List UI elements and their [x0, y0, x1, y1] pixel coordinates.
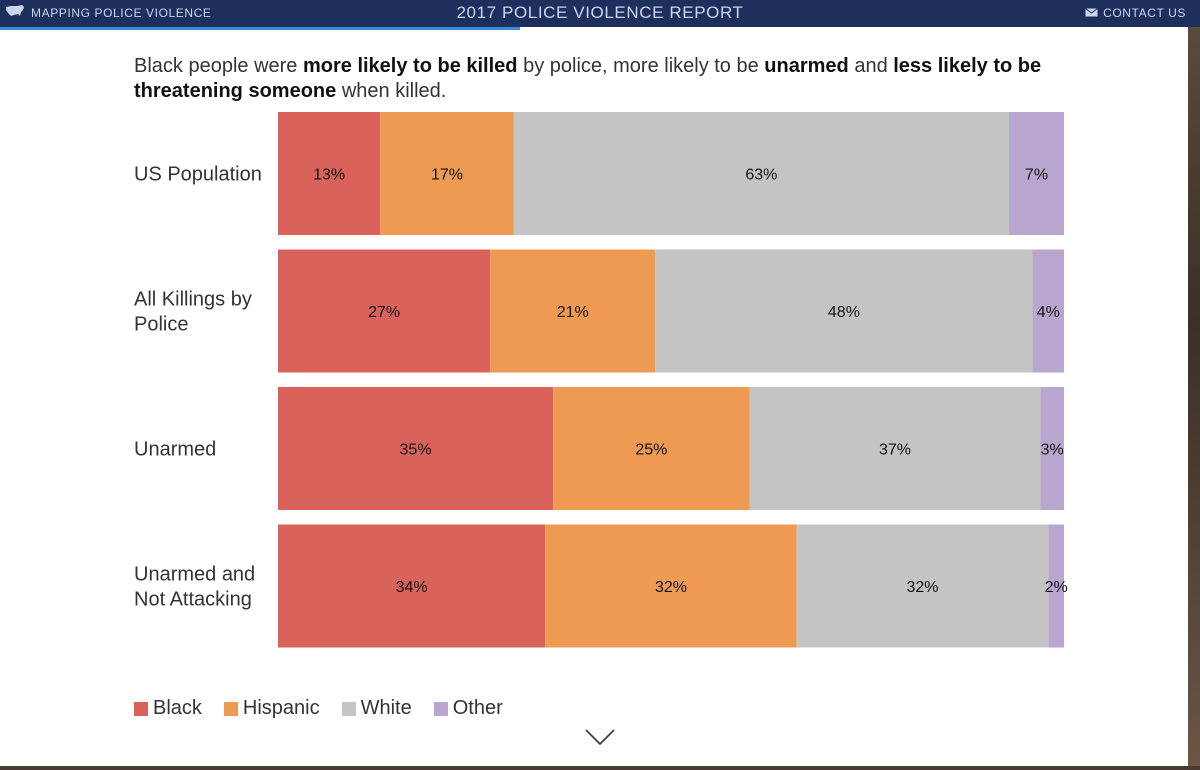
bar-value-label: 7%: [1025, 167, 1048, 184]
chart-headline: Black people were more likely to be kill…: [134, 55, 1042, 102]
brand-link[interactable]: MAPPING POLICE VIOLENCE: [5, 4, 212, 22]
bar-value-label: 4%: [1037, 304, 1060, 321]
bar-value-label: 13%: [313, 167, 345, 184]
bar-segment-other: [1008, 112, 1064, 235]
legend-label-other: Other: [452, 697, 503, 719]
legend-swatch-hispanic: [223, 701, 238, 716]
category-label: Unarmed and Not Attacking: [134, 564, 255, 611]
envelope-icon: [1085, 4, 1098, 22]
bar-segment-hispanic: [380, 112, 514, 235]
bar-segment-other: [1040, 387, 1064, 510]
legend-label-white: White: [360, 697, 412, 719]
bar-value-label: 34%: [396, 579, 428, 596]
bar-value-label: 25%: [635, 442, 667, 459]
window-edge-right: [1188, 27, 1200, 770]
window-edge-bottom: [0, 766, 1200, 770]
top-nav-bar: [0, 0, 1200, 27]
legend-swatch-black: [134, 701, 148, 716]
chart-legend: Black Hispanic White Other: [134, 697, 503, 720]
bar-value-label: 2%: [1045, 579, 1068, 596]
contact-us-label: CONTACT US: [1103, 6, 1186, 20]
legend-swatch-other: [433, 701, 448, 716]
brand-label: MAPPING POLICE VIOLENCE: [31, 6, 212, 20]
bar-segment-black: [278, 524, 546, 648]
legend-item-white: White: [341, 697, 412, 720]
bar-segment-other: [1032, 249, 1064, 373]
bar-segment-white: [655, 249, 1033, 373]
bar-segment-hispanic: [553, 387, 750, 510]
bar-value-label: 48%: [828, 304, 860, 321]
bar-value-label: 32%: [655, 579, 687, 596]
usa-map-icon: [5, 4, 25, 23]
bar-segment-white: [513, 112, 1009, 235]
reading-progress-bar: [0, 27, 520, 30]
report-title: 2017 POLICE VIOLENCE REPORT: [456, 3, 744, 22]
bar-segment-white: [749, 387, 1041, 510]
bar-segment-hispanic: [490, 249, 656, 373]
bar-segment-hispanic: [545, 524, 797, 648]
bar-value-label: 35%: [400, 442, 432, 459]
bar-value-label: 32%: [907, 579, 939, 596]
bar-segment-black: [278, 249, 491, 373]
category-label: Unarmed: [134, 439, 216, 461]
bar-value-label: 3%: [1041, 442, 1064, 459]
bar-segment-black: [278, 112, 381, 235]
bar-value-label: 27%: [368, 304, 400, 321]
category-label: All Killings by Police: [134, 289, 252, 336]
bar-value-label: 37%: [879, 442, 911, 459]
legend-label-black: Black: [153, 697, 202, 719]
legend-item-other: Other: [433, 697, 503, 720]
chevron-down-icon: [585, 729, 615, 746]
bar-value-label: 63%: [745, 167, 777, 184]
bar-value-label: 21%: [557, 304, 589, 321]
contact-us-link[interactable]: CONTACT US: [1085, 4, 1186, 22]
legend-item-black: Black: [134, 697, 202, 720]
bar-segment-white: [796, 524, 1049, 648]
bar-value-label: 17%: [431, 167, 463, 184]
bar-segment-black: [278, 387, 554, 510]
legend-item-hispanic: Hispanic: [223, 697, 320, 720]
scroll-down-button[interactable]: [584, 726, 616, 753]
category-label: US Population: [134, 164, 262, 186]
legend-label-hispanic: Hispanic: [242, 697, 320, 719]
bar-segment-other: [1048, 524, 1064, 648]
legend-swatch-white: [341, 701, 356, 716]
